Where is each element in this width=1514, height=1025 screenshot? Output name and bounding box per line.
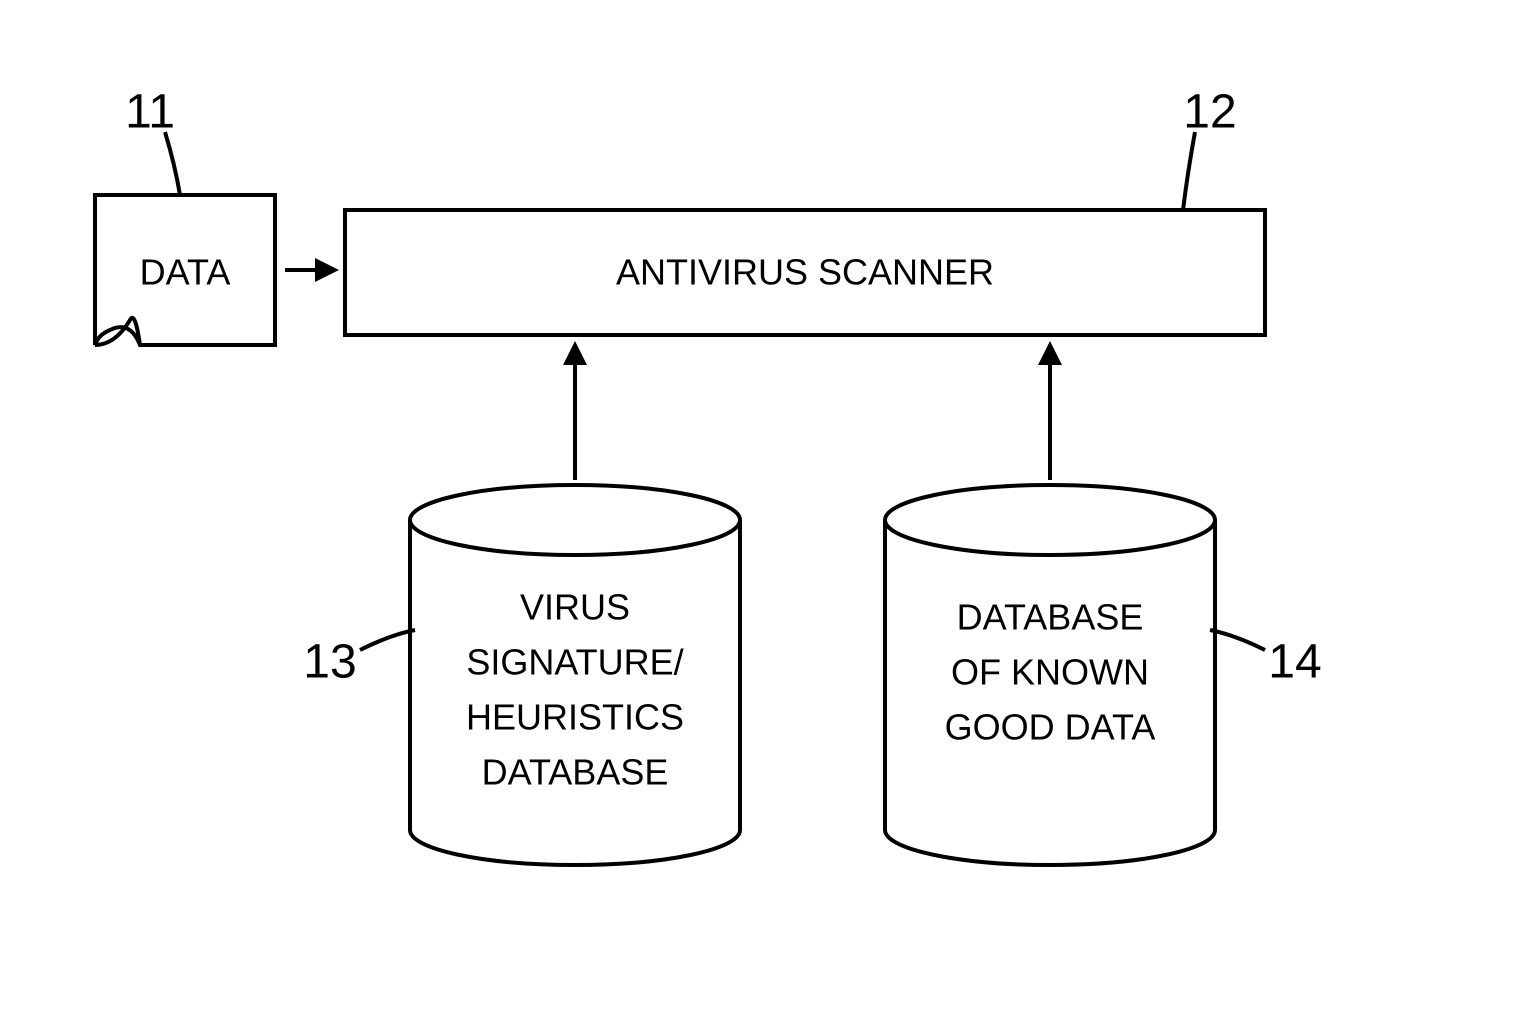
leader-line-11 xyxy=(165,132,180,195)
ref-label-14: 14 xyxy=(1268,636,1321,689)
db1-line-0: VIRUS xyxy=(520,587,630,628)
ref-label-12: 12 xyxy=(1183,86,1236,139)
db2-line-2: GOOD DATA xyxy=(945,707,1156,748)
db1-line-2: HEURISTICS xyxy=(466,697,684,738)
data-node: DATA xyxy=(95,195,275,345)
db2-line-0: DATABASE xyxy=(957,597,1144,638)
scanner-node-label: ANTIVIRUS SCANNER xyxy=(616,252,994,293)
db1-node: VIRUS SIGNATURE/ HEURISTICS DATABASE xyxy=(410,485,740,865)
leader-line-14 xyxy=(1210,630,1265,650)
data-node-label: DATA xyxy=(140,252,231,293)
db2-node: DATABASE OF KNOWN GOOD DATA xyxy=(885,485,1215,865)
db1-line-1: SIGNATURE/ xyxy=(466,642,683,683)
ref-label-13: 13 xyxy=(303,636,356,689)
leader-line-12 xyxy=(1183,132,1195,210)
db1-line-3: DATABASE xyxy=(482,752,669,793)
leader-line-13 xyxy=(360,630,415,650)
db2-line-1: OF KNOWN xyxy=(951,652,1149,693)
scanner-node: ANTIVIRUS SCANNER xyxy=(345,210,1265,335)
ref-label-11: 11 xyxy=(125,86,175,139)
